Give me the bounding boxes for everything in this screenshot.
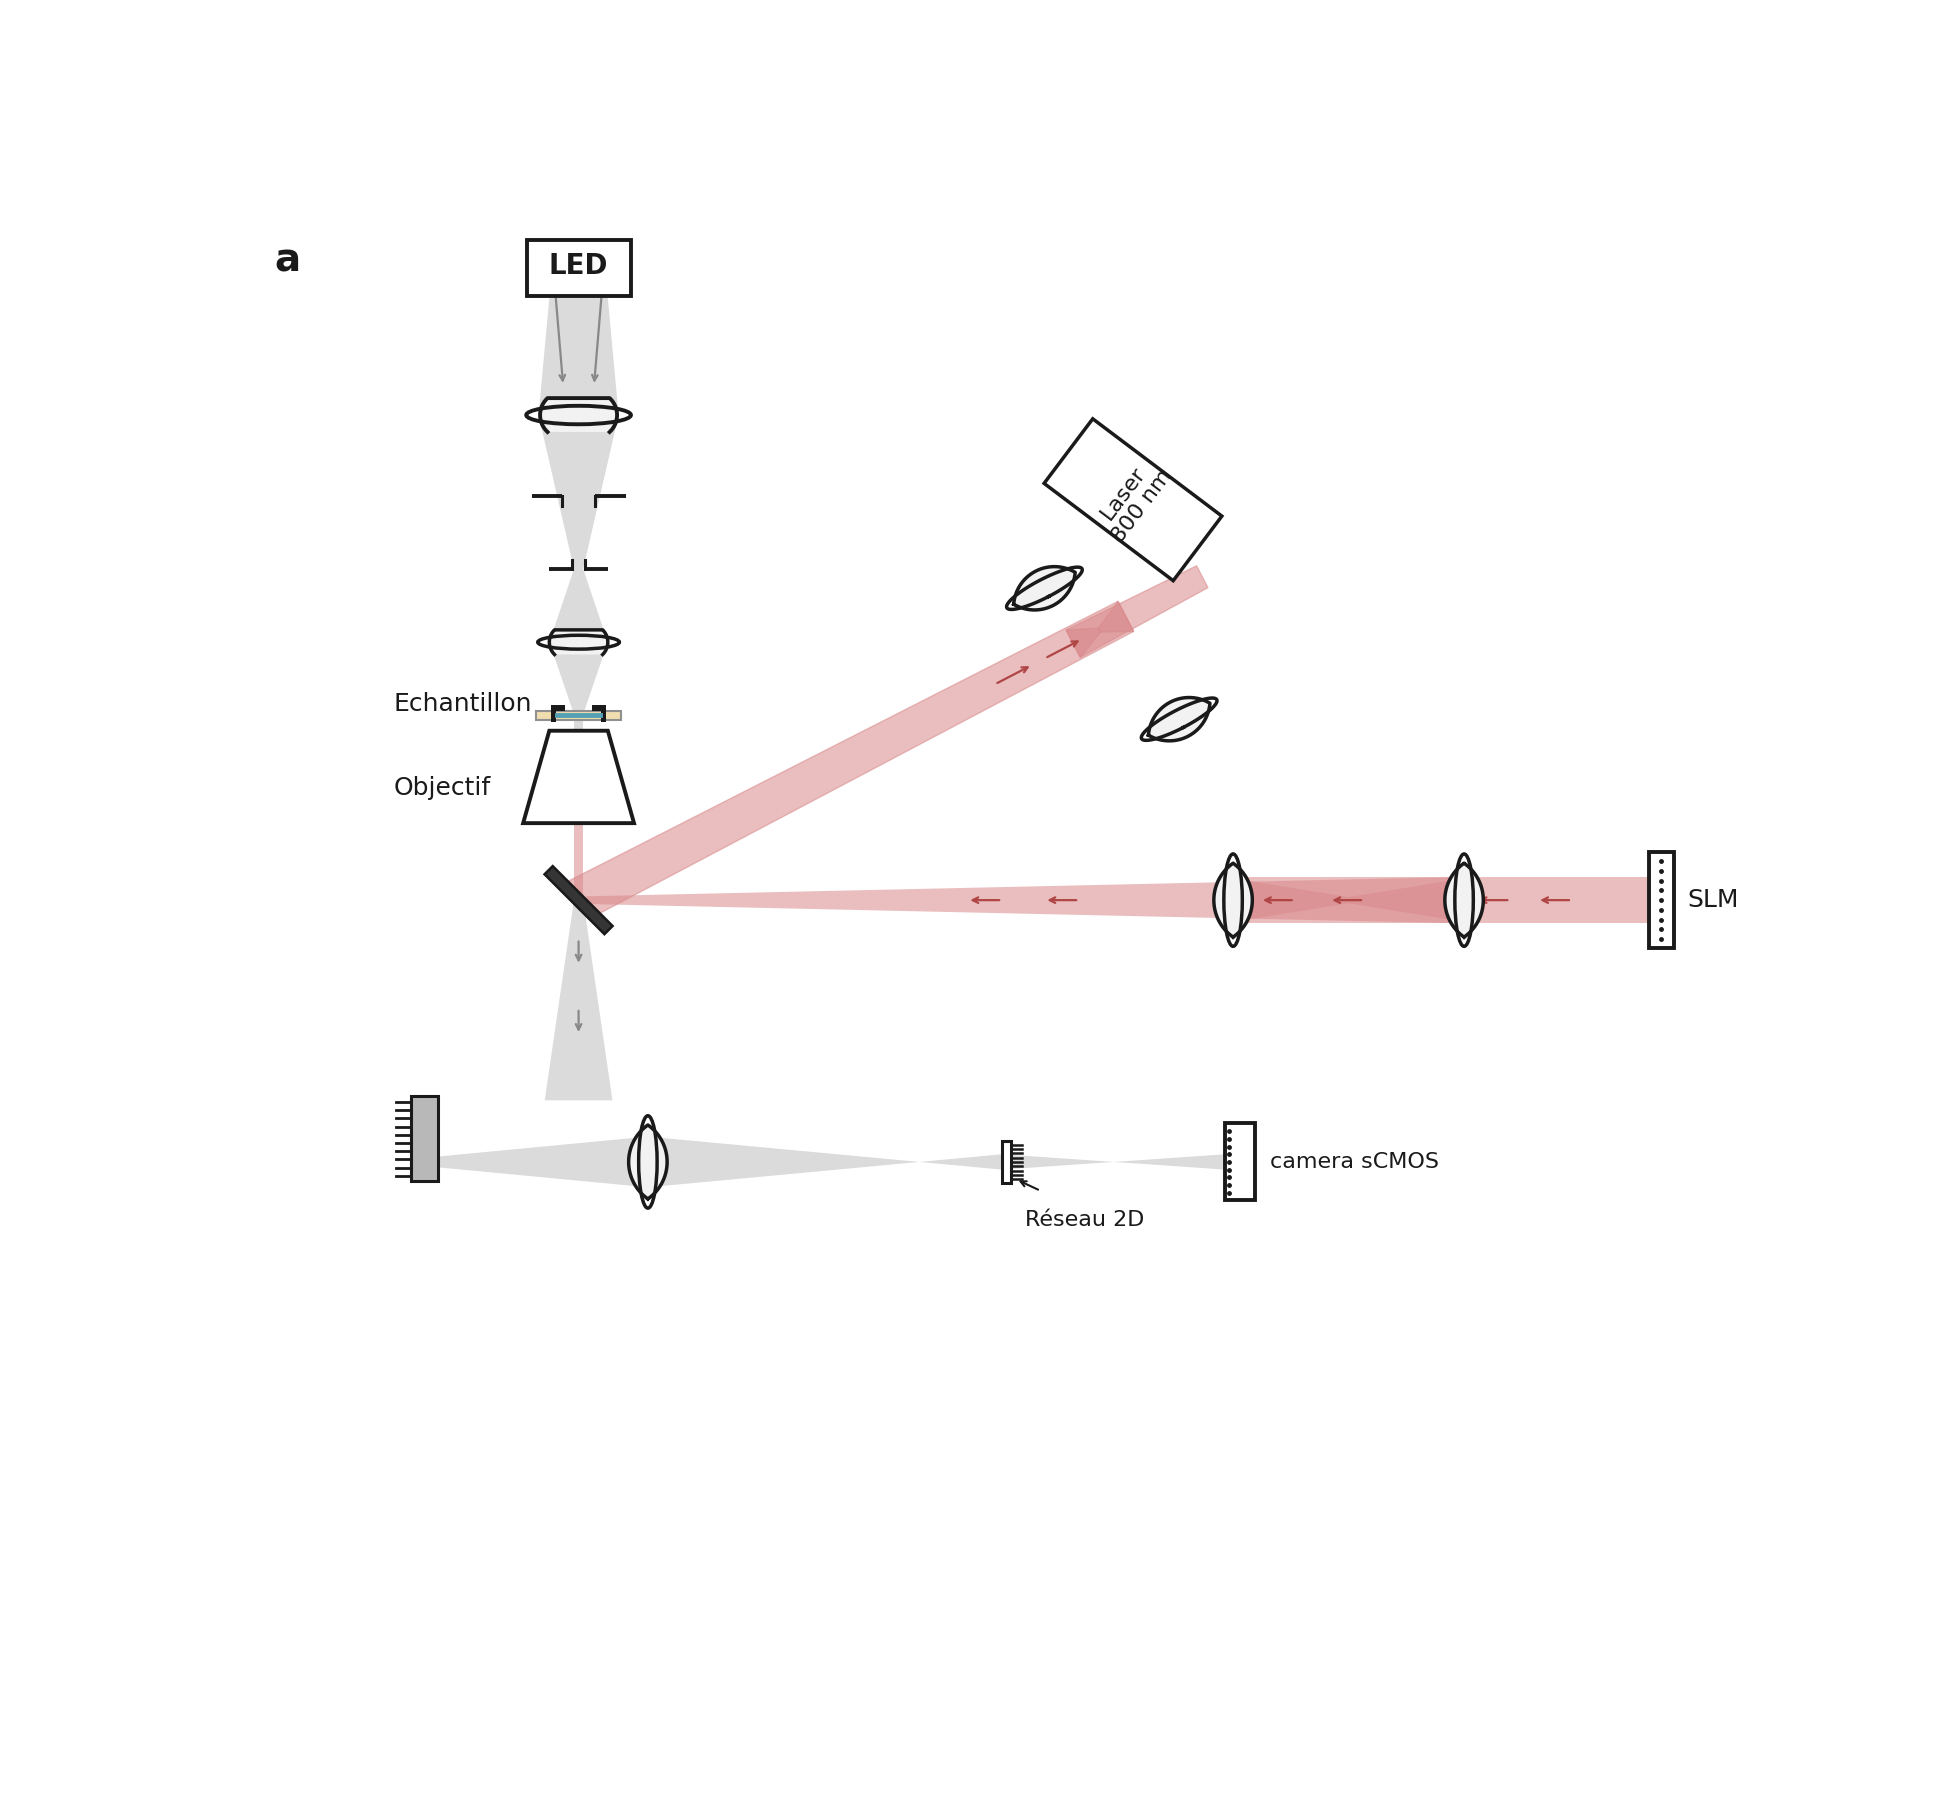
- FancyBboxPatch shape: [1002, 1140, 1011, 1182]
- Polygon shape: [575, 716, 582, 730]
- Polygon shape: [1225, 877, 1349, 923]
- Polygon shape: [1002, 1155, 1225, 1170]
- Polygon shape: [1240, 877, 1648, 923]
- Polygon shape: [549, 630, 608, 654]
- Polygon shape: [592, 705, 606, 721]
- Polygon shape: [586, 877, 1456, 923]
- FancyBboxPatch shape: [1225, 1124, 1254, 1200]
- Polygon shape: [411, 1097, 437, 1180]
- Polygon shape: [540, 398, 617, 432]
- Polygon shape: [545, 901, 613, 1100]
- Polygon shape: [1066, 628, 1101, 657]
- Polygon shape: [538, 416, 619, 568]
- Polygon shape: [437, 1137, 641, 1186]
- FancyBboxPatch shape: [1648, 852, 1673, 948]
- Polygon shape: [524, 730, 635, 823]
- Polygon shape: [575, 730, 582, 901]
- Polygon shape: [569, 601, 1134, 919]
- Polygon shape: [656, 1137, 1002, 1186]
- FancyBboxPatch shape: [536, 712, 621, 719]
- Text: LED: LED: [549, 252, 608, 280]
- Polygon shape: [1099, 601, 1134, 632]
- Polygon shape: [551, 705, 565, 721]
- Polygon shape: [1013, 567, 1075, 610]
- Text: SLM: SLM: [1687, 888, 1739, 912]
- Text: Laser
800 nm: Laser 800 nm: [1091, 452, 1176, 547]
- Polygon shape: [1044, 419, 1223, 581]
- Polygon shape: [549, 568, 608, 643]
- Text: camera sCMOS: camera sCMOS: [1269, 1151, 1438, 1171]
- Polygon shape: [1066, 567, 1207, 657]
- Text: a: a: [274, 242, 301, 280]
- Polygon shape: [545, 866, 613, 933]
- Text: Réseau 2D: Réseau 2D: [1025, 1209, 1145, 1229]
- Text: Echantillon: Echantillon: [394, 692, 532, 716]
- FancyBboxPatch shape: [526, 240, 631, 296]
- Text: Objectif: Objectif: [394, 777, 491, 801]
- Polygon shape: [1149, 697, 1209, 741]
- Polygon shape: [629, 1124, 668, 1199]
- Polygon shape: [1444, 863, 1483, 937]
- Polygon shape: [538, 298, 619, 416]
- Polygon shape: [549, 643, 608, 716]
- Polygon shape: [1349, 877, 1471, 923]
- Polygon shape: [1213, 863, 1252, 937]
